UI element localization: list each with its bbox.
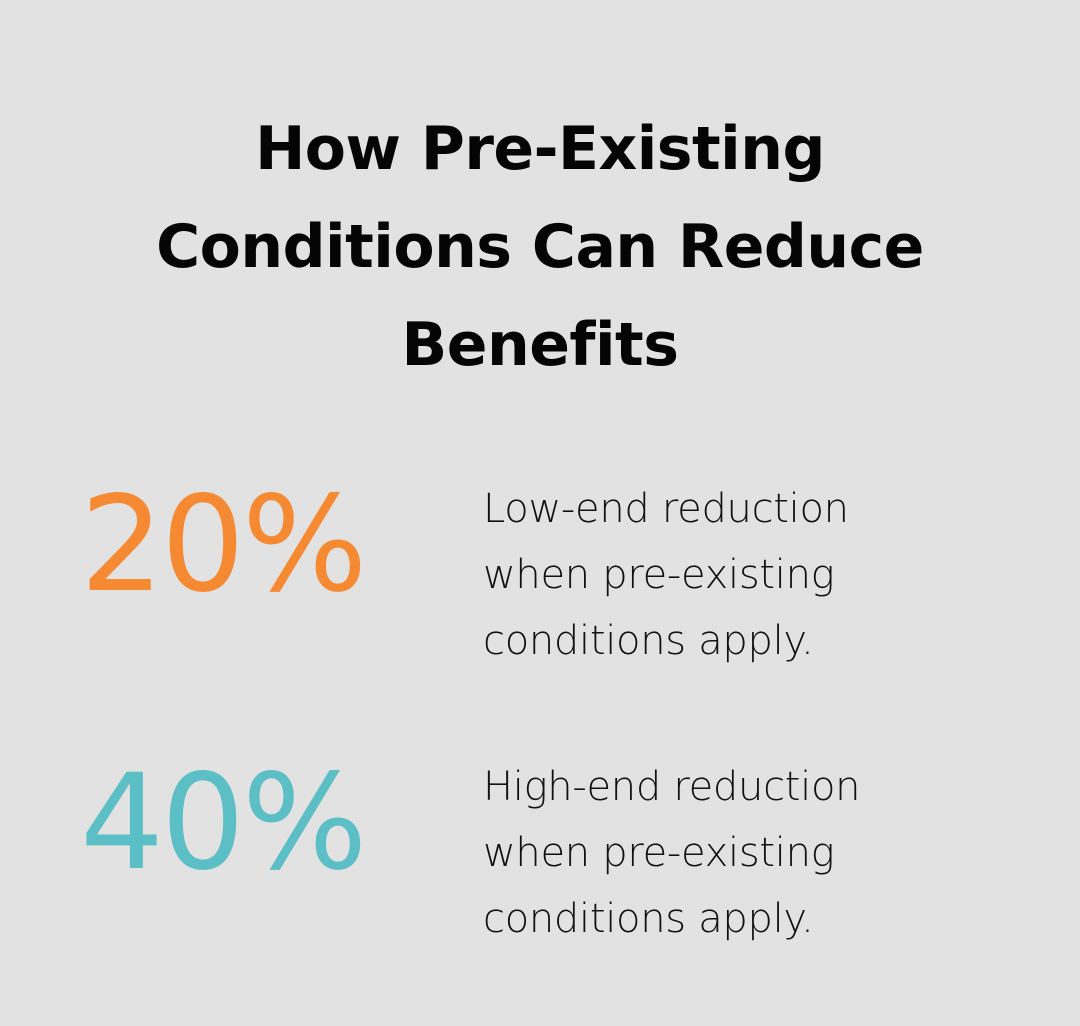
stat-description-low-end: Low-end reduction when pre-existing cond… <box>483 476 1023 674</box>
stat-value-low-end: 20% <box>80 468 367 622</box>
page-title: How Pre-Existing Conditions Can Reduce B… <box>90 100 990 394</box>
title-line-3: Benefits <box>401 310 679 380</box>
stat-description-line: High-end reduction <box>483 764 861 810</box>
stat-low-end: 20% Low-end reduction when pre-existing … <box>0 468 1080 664</box>
title-line-1: How Pre-Existing <box>255 114 825 184</box>
title-line-2: Conditions Can Reduce <box>156 212 924 282</box>
stat-description-line: Low-end reduction <box>483 486 849 532</box>
stat-value-high-end: 40% <box>80 746 367 900</box>
stat-description-line: conditions apply. <box>483 618 814 664</box>
stat-description-line: when pre-existing <box>483 552 835 598</box>
stat-description-line: conditions apply. <box>483 896 814 942</box>
stat-description-line: when pre-existing <box>483 830 835 876</box>
stat-description-high-end: High-end reduction when pre-existing con… <box>483 754 1023 952</box>
stat-high-end: 40% High-end reduction when pre-existing… <box>0 746 1080 942</box>
